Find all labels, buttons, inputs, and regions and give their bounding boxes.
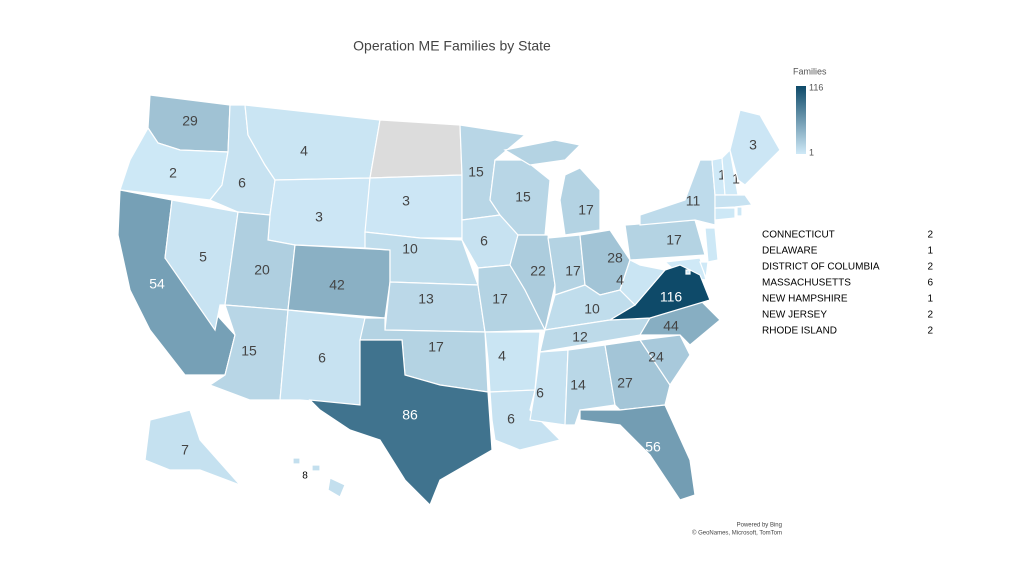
state-value: 7: [181, 442, 189, 458]
state-value: 15: [515, 189, 531, 205]
table-state: NEW HAMPSHIRE: [762, 294, 848, 305]
state-shape: [704, 227, 719, 263]
state-value: 6: [318, 350, 326, 366]
attribution: © GeoNames, Microsoft, TomTom: [692, 530, 782, 537]
legend-title: Families: [793, 66, 827, 76]
state-shape: [144, 409, 241, 486]
state-shape: [699, 261, 709, 279]
table-value: 2: [927, 326, 933, 337]
state-shape: [292, 457, 346, 498]
state-value: 15: [468, 164, 484, 180]
state-value: 13: [418, 291, 434, 307]
state-shape: [729, 109, 781, 186]
state-shape: [308, 339, 493, 507]
state-value: 11: [686, 193, 701, 209]
state-value: 4: [498, 348, 506, 364]
state-value: 22: [530, 263, 546, 279]
state-value: 2: [169, 165, 177, 181]
state-shape: [484, 331, 541, 393]
legend-min: 1: [809, 147, 814, 157]
map-title: Operation ME Families by State: [353, 38, 551, 54]
table-state: CONNECTICUT: [762, 230, 835, 241]
state-value: 17: [492, 291, 508, 307]
state-shape: [503, 139, 601, 236]
state-value: 1: [732, 171, 740, 187]
state-value: 3: [749, 137, 757, 153]
state-value: 116: [660, 289, 683, 305]
table-value: 1: [927, 294, 933, 305]
table-value: 2: [927, 230, 933, 241]
table-state: MASSACHUSETTS: [762, 278, 851, 289]
state-value: 17: [666, 232, 682, 248]
state-value: 14: [570, 377, 586, 393]
state-value: 44: [663, 318, 679, 334]
state-shape: [638, 334, 691, 387]
state-shape: [714, 194, 754, 209]
table-state: RHODE ISLAND: [762, 326, 837, 337]
table-state: DELAWARE: [762, 246, 818, 257]
state-value: 6: [507, 411, 515, 427]
state-value: 17: [578, 202, 594, 218]
state-value: 10: [584, 301, 600, 317]
state-value: 28: [607, 250, 623, 266]
state-value: 3: [402, 193, 410, 209]
state-value: 29: [182, 113, 198, 129]
state-value: 15: [241, 343, 257, 359]
state-value: 42: [329, 277, 345, 293]
state-shape: [619, 259, 667, 306]
table-value: 2: [927, 262, 933, 273]
state-value: 8: [302, 471, 308, 482]
table-state: DISTRICT OF COLUMBIA: [762, 262, 880, 273]
state-value: 4: [616, 272, 624, 288]
table-value: 6: [927, 278, 933, 289]
state-shape: [624, 219, 706, 261]
state-shape: [529, 349, 569, 426]
attribution: Powered by Bing: [737, 523, 782, 529]
state-value: 86: [402, 407, 418, 423]
table-state: NEW JERSEY: [762, 310, 827, 321]
state-value: 1: [718, 167, 726, 183]
state-value: 10: [402, 241, 418, 257]
state-value: 17: [565, 263, 581, 279]
state-value: 6: [536, 385, 544, 401]
state-value: 20: [254, 262, 270, 278]
state-value: 6: [480, 233, 488, 249]
state-value: 27: [617, 375, 633, 391]
state-value: 6: [238, 175, 246, 191]
state-value: 24: [648, 349, 664, 365]
state-value: 54: [149, 276, 165, 292]
state-shape: [639, 159, 716, 226]
state-value: 17: [428, 339, 444, 355]
state-value: 4: [300, 143, 308, 159]
state-value: 12: [572, 329, 588, 345]
state-shape: [579, 404, 696, 501]
state-shape: [364, 174, 463, 239]
state-shape: [736, 206, 743, 217]
state-shape: [685, 269, 691, 275]
state-value: 3: [315, 209, 323, 225]
state-shape: [384, 281, 486, 333]
state-value: 5: [199, 249, 207, 265]
table-value: 2: [927, 310, 933, 321]
state-shape: [714, 207, 736, 221]
state-shape: [369, 119, 463, 179]
table-value: 1: [927, 246, 933, 257]
state-value: 56: [645, 439, 661, 455]
legend-gradient: [796, 86, 806, 154]
legend-max: 116: [809, 82, 823, 92]
